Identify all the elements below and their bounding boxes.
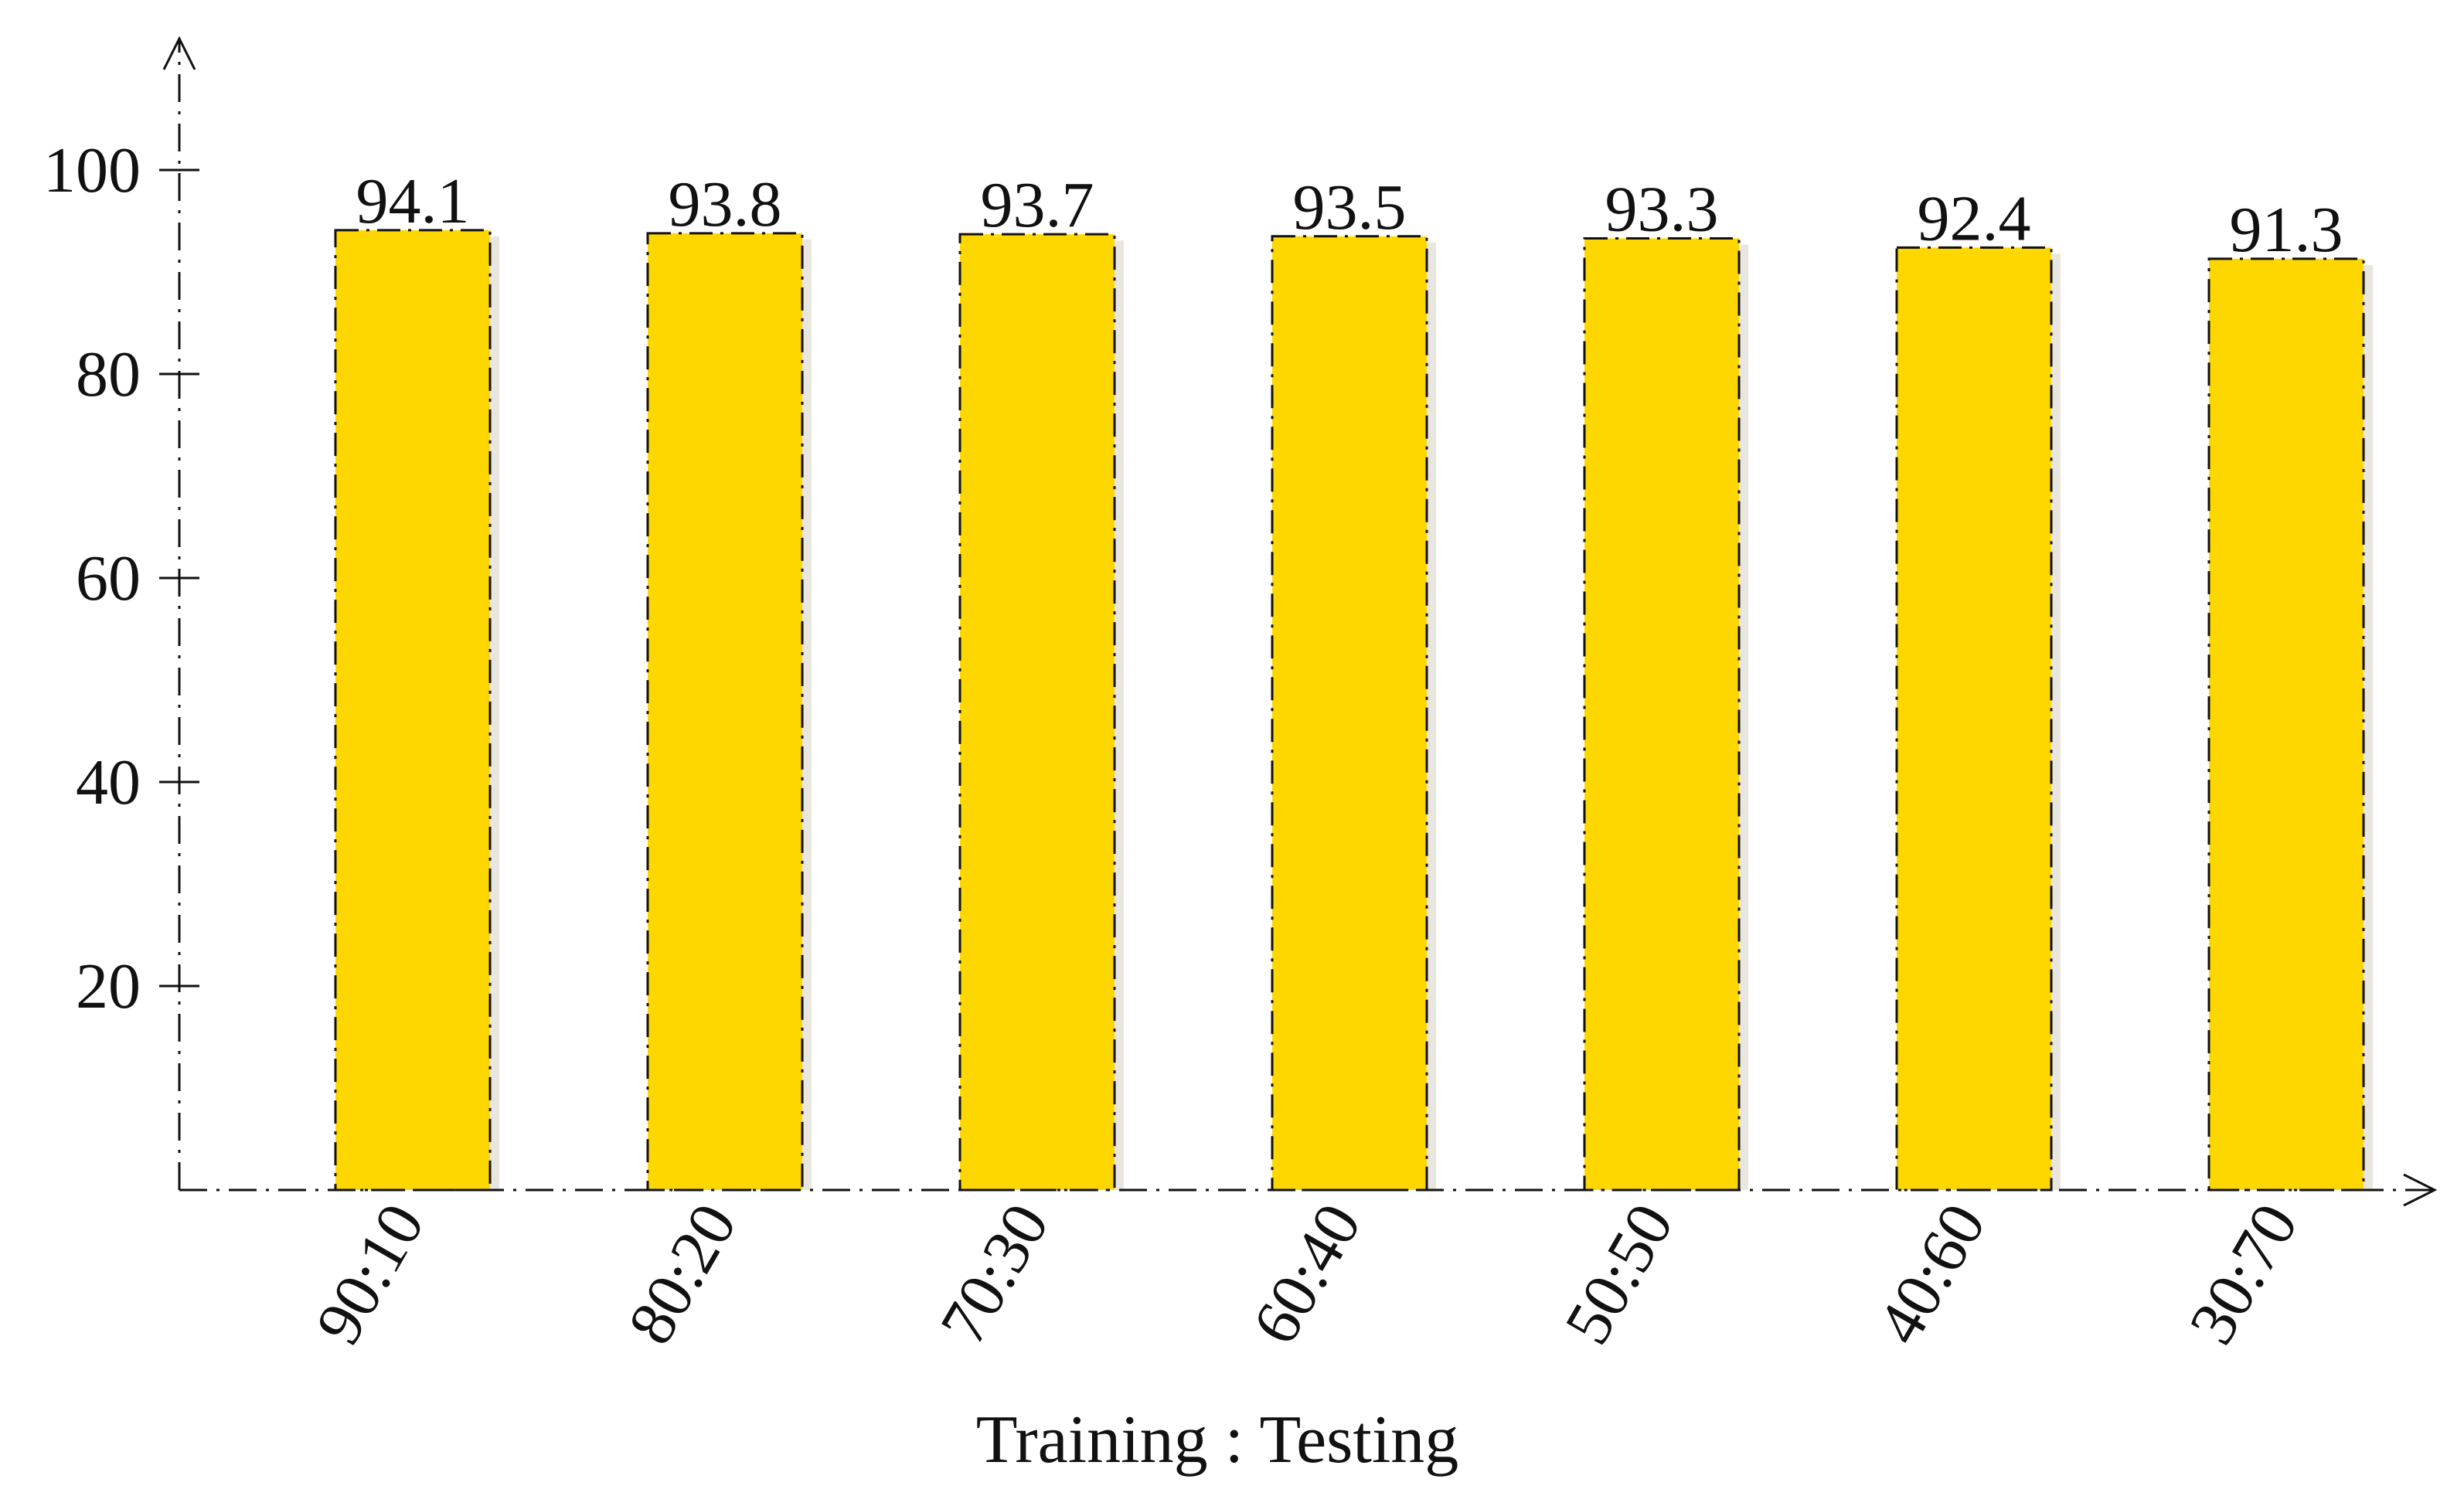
y-tick-label: 60: [76, 542, 141, 614]
x-axis-arrow-icon: [2403, 1173, 2438, 1207]
bar-90-10: [334, 229, 492, 1192]
x-tick-label: 70:30: [927, 1192, 1063, 1356]
bars-layer: 94.1 93.8 93.7 93.5 93.3 92.4 91.3: [334, 165, 2373, 1192]
value-label: 93.3: [1605, 173, 1719, 245]
value-label: 93.5: [1293, 172, 1407, 243]
axes-layer: [162, 36, 2438, 1207]
value-label: 91.3: [2230, 194, 2343, 266]
x-tick-label: 40:60: [1863, 1192, 1999, 1356]
x-tick-label: 80:20: [614, 1192, 750, 1356]
value-label: 92.4: [1918, 182, 2031, 254]
y-tick-label: 100: [43, 134, 141, 206]
y-tick-label: 40: [76, 746, 141, 818]
y-axis-arrow-icon: [162, 36, 196, 70]
bar-80-20: [646, 232, 804, 1192]
value-label: 93.7: [981, 169, 1094, 241]
x-axis-title: Training : Testing: [976, 1402, 1459, 1477]
value-label: 94.1: [356, 165, 470, 237]
bar-70-30: [958, 233, 1116, 1192]
y-tick-label: 20: [76, 950, 141, 1022]
x-tick-label: 30:70: [2176, 1192, 2312, 1356]
value-label: 93.8: [669, 168, 782, 240]
bar-50-50: [1583, 236, 1741, 1192]
bar-40-60: [1895, 246, 2053, 1192]
x-tick-label: 90:10: [302, 1192, 438, 1356]
x-ticks: 90:10 80:20 70:30 60:40 50:50 40:60 30:70: [302, 1192, 2312, 1356]
y-ticks: 20 40 60 80 100: [43, 134, 199, 1022]
x-tick-label: 50:50: [1551, 1192, 1687, 1356]
y-tick-label: 80: [76, 338, 141, 410]
bar-60-40: [1271, 235, 1428, 1192]
bar-30-70: [2207, 257, 2365, 1192]
x-tick-label: 60:40: [1239, 1192, 1375, 1356]
